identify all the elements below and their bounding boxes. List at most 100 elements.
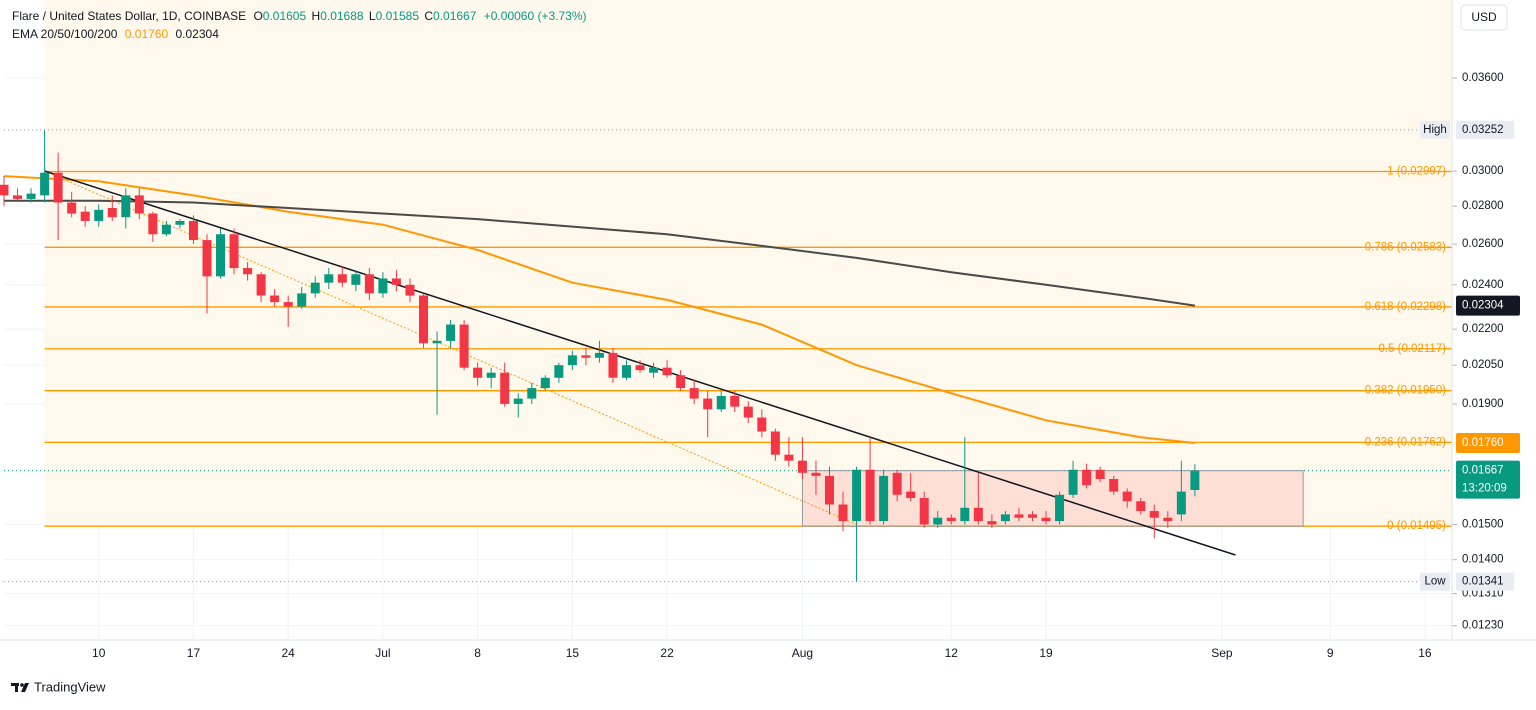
ema-line: [4, 199, 1196, 307]
candle-body: [797, 460, 807, 473]
logo-shape: [21, 683, 29, 692]
x-tick-label: Aug: [792, 646, 813, 660]
candle-body: [391, 278, 401, 285]
candle-body: [919, 497, 929, 525]
candle-body: [26, 193, 36, 199]
candle-body: [405, 284, 415, 296]
candle-body: [121, 195, 131, 218]
y-tick-label: 0.02800: [1462, 200, 1504, 212]
candle-body: [865, 469, 875, 522]
candle-body: [852, 469, 862, 522]
candle-body: [581, 355, 591, 358]
candle-body: [716, 395, 726, 410]
range-box: [801, 470, 1304, 527]
candle-body: [662, 367, 672, 376]
marker-value: 0.01341: [1462, 576, 1504, 588]
fib-label: 0.236 (0.01762): [1365, 436, 1446, 448]
candle-body: [432, 340, 442, 344]
y-tick-label: 0.03600: [1462, 72, 1504, 84]
candle-body: [80, 211, 90, 221]
last-price-box: [1456, 460, 1520, 499]
candle-body: [513, 398, 523, 404]
fib-label: 0.786 (0.02583): [1365, 241, 1446, 253]
candle-body: [270, 295, 280, 303]
candle-body: [892, 472, 902, 495]
candle-body: [879, 475, 889, 522]
plot-background: [4, 0, 1452, 640]
symbol-title: Flare / United States Dollar, 1D, COINBA…: [12, 9, 246, 23]
candle-body: [94, 209, 104, 221]
candle-body: [1027, 514, 1037, 518]
x-tick-label: 22: [660, 646, 674, 660]
indicator-legend: EMA 20/50/100/200 0.01760 0.02304: [12, 27, 219, 41]
candles: [0, 130, 1200, 582]
candle-body: [324, 274, 334, 283]
fib-label: 0 (0.01495): [1387, 520, 1446, 532]
candle-body: [486, 372, 496, 378]
x-tick-label: Jul: [375, 646, 390, 660]
candle-body: [13, 195, 23, 199]
indicator-name: EMA 20/50/100/200: [12, 27, 118, 41]
candle-body: [1136, 501, 1146, 512]
candle-body: [987, 521, 997, 525]
logo-shape: [15, 683, 18, 692]
currency-button[interactable]: [1460, 4, 1508, 31]
ohlc-value: 0.01667: [433, 9, 477, 23]
y-tick-label: 0.02400: [1462, 279, 1504, 291]
fib-label: 0.618 (0.02298): [1365, 301, 1446, 313]
candle-body: [567, 355, 577, 366]
y-tick-label: 0.01230: [1462, 620, 1504, 632]
x-tick-label: 24: [282, 646, 296, 660]
candle-body: [973, 507, 983, 522]
candle-body: [1082, 469, 1092, 486]
candle-body: [608, 352, 618, 378]
x-tick-label: 12: [945, 646, 959, 660]
y-tick-label: 0.01400: [1462, 554, 1504, 566]
x-tick-label: 10: [92, 646, 106, 660]
candle-body: [1176, 491, 1186, 515]
candle-body: [243, 268, 253, 275]
candle-body: [540, 377, 550, 389]
candle-body: [53, 172, 63, 203]
fib-zone: [44, 0, 1452, 527]
marker-value-box: [1456, 572, 1514, 591]
candle-body: [297, 293, 307, 307]
ohlc-value: 0.01605: [263, 9, 307, 23]
ohlc-letter: O: [253, 9, 262, 23]
candle-body: [635, 365, 645, 371]
candle-body: [554, 365, 564, 378]
labels: 0.03600 0.03000 0.02800 0.02600 0.02400 0.022…: [92, 72, 1520, 660]
candle-body: [933, 517, 943, 525]
candle-body: [743, 406, 753, 418]
candle-body: [730, 395, 740, 407]
logo-shape: [20, 683, 24, 687]
x-tick-label: 19: [1039, 646, 1053, 660]
ema-slow-label: 0.02304: [1462, 300, 1504, 312]
marker-tag-label: Low: [1424, 576, 1446, 588]
candle-body: [351, 274, 361, 285]
fib-label: 1 (0.02997): [1387, 166, 1446, 178]
candle-body: [337, 274, 347, 283]
candle-body: [960, 507, 970, 522]
candle-body: [689, 388, 699, 399]
candle-body: [40, 172, 50, 196]
marker-tag: [1420, 572, 1450, 591]
marker-value: 0.03252: [1462, 124, 1504, 136]
candle-body: [770, 431, 780, 455]
candle-body: [906, 491, 916, 498]
marker-tag: [1420, 120, 1450, 139]
currency-label[interactable]: USD: [1471, 10, 1497, 24]
candle-body: [1041, 517, 1051, 522]
candle-body: [134, 195, 144, 214]
ema-line: [3, 175, 1196, 444]
fib-label: 0.5 (0.02117): [1378, 343, 1446, 355]
y-tick-label: 0.03000: [1462, 165, 1504, 177]
candle-body: [703, 398, 713, 410]
candle-body: [1190, 470, 1200, 490]
candle-body: [216, 234, 226, 277]
x-tick-label: 9: [1327, 646, 1334, 660]
ohlc-letter: H: [312, 9, 321, 23]
candle-body: [946, 517, 956, 522]
x-tick-label: Sep: [1211, 646, 1233, 660]
